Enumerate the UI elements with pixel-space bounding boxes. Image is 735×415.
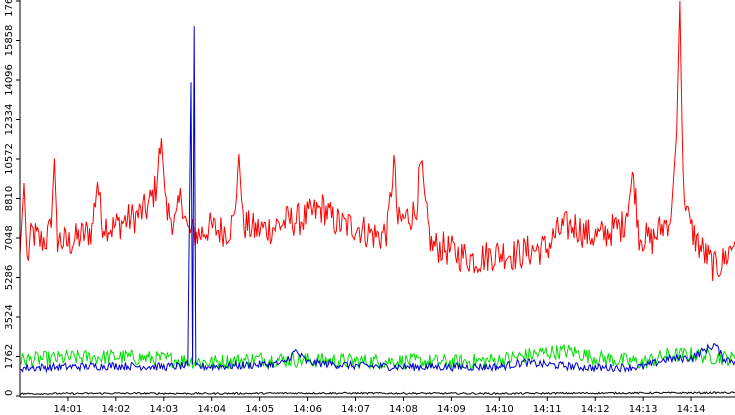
series-line-3 xyxy=(19,26,735,374)
y-tick-label: 5286 xyxy=(4,265,15,290)
x-tick-label: 14:08 xyxy=(389,404,418,415)
x-tick-label: 14:07 xyxy=(341,404,370,415)
x-tick-label: 14:04 xyxy=(197,404,226,415)
axes xyxy=(19,0,735,398)
y-tick-label: 7048 xyxy=(4,225,15,250)
y-tick-label: 14096 xyxy=(4,64,15,96)
x-tick-label: 14:01 xyxy=(54,404,83,415)
x-tick-label: 14:13 xyxy=(629,404,658,415)
x-tick-label: 14:02 xyxy=(101,404,130,415)
series-line-4 xyxy=(19,391,735,396)
y-tick-label: 12334 xyxy=(4,104,15,136)
tick-labels: 0 1762 3524 5286 7048 8810 10572 12334 14096 1585… xyxy=(4,0,705,415)
x-tick-label: 14:12 xyxy=(581,404,610,415)
y-tick-label: 15858 xyxy=(4,25,15,57)
tick-marks xyxy=(16,0,692,401)
series-line-2 xyxy=(19,343,735,371)
series-lines xyxy=(19,0,735,396)
series-line-1 xyxy=(19,0,735,282)
x-tick-label: 14:05 xyxy=(245,404,274,415)
y-tick-label: 0 xyxy=(4,390,15,396)
y-tick-label: 10572 xyxy=(4,143,15,175)
x-tick-label: 14:14 xyxy=(677,404,706,415)
y-tick-label: 8810 xyxy=(4,186,15,211)
x-tick-label: 14:06 xyxy=(293,404,322,415)
y-tick-label: 17620 xyxy=(4,0,15,17)
y-tick-label: 3524 xyxy=(4,304,15,329)
y-tick-label: 1762 xyxy=(4,344,15,369)
x-tick-label: 14:09 xyxy=(437,404,466,415)
x-tick-label: 14:03 xyxy=(149,404,178,415)
x-tick-label: 14:11 xyxy=(533,404,562,415)
x-tick-label: 14:10 xyxy=(485,404,514,415)
